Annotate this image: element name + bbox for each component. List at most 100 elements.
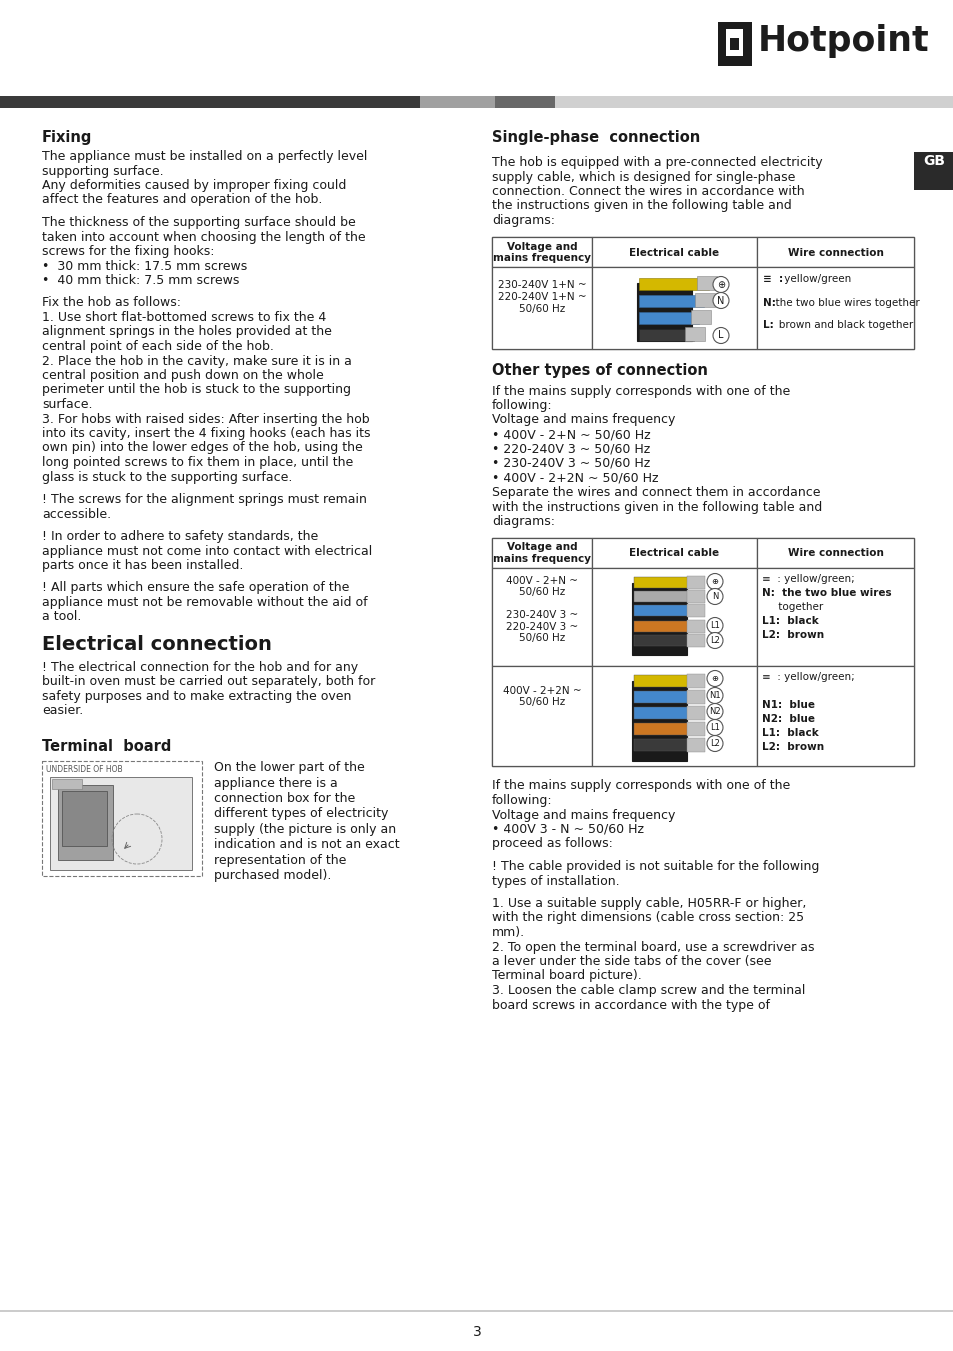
Bar [0,96,419,108]
Text: different types of electricity: different types of electricity [213,808,388,820]
Text: ⊕: ⊕ [711,674,718,684]
Bar [592,567,757,666]
Bar [62,790,107,846]
Bar [0,1310,953,1312]
Bar [686,705,704,720]
Text: N:: N: [762,297,775,308]
Text: supply (the picture is only an: supply (the picture is only an [213,823,395,836]
Text: 400V - 2+2N ~
50/60 Hz: 400V - 2+2N ~ 50/60 Hz [502,685,580,707]
Bar [492,567,592,666]
Circle shape [706,632,722,648]
Text: ! The screws for the alignment springs must remain: ! The screws for the alignment springs m… [42,493,367,507]
Bar [637,282,691,340]
Text: following:: following: [492,794,552,807]
Bar [757,666,913,766]
Bar [42,761,202,875]
Bar [686,738,704,751]
Bar [492,538,913,766]
Text: taken into account when choosing the length of the: taken into account when choosing the len… [42,231,365,243]
Bar [639,328,693,340]
Text: types of installation.: types of installation. [492,874,619,888]
Text: together: together [761,601,822,612]
Text: 3: 3 [472,1325,481,1339]
Text: 400V - 2+N ~
50/60 Hz

230-240V 3 ~
220-240V 3 ~
50/60 Hz: 400V - 2+N ~ 50/60 Hz 230-240V 3 ~ 220-2… [505,576,578,643]
Text: The appliance must be installed on a perfectly level: The appliance must be installed on a per… [42,150,367,163]
Text: Terminal  board: Terminal board [42,739,172,754]
Text: N1:  blue: N1: blue [761,700,814,709]
Text: with the right dimensions (cable cross section: 25: with the right dimensions (cable cross s… [492,912,803,924]
Text: L1:  black: L1: black [761,727,818,738]
Text: Voltage and
mains frequency: Voltage and mains frequency [493,543,590,565]
Text: • 400V - 2+2N ~ 50/60 Hz: • 400V - 2+2N ~ 50/60 Hz [492,471,658,485]
Bar [492,538,592,567]
Text: The thickness of the supporting surface should be: The thickness of the supporting surface … [42,216,355,230]
Bar [639,312,699,323]
Bar [634,723,696,735]
Bar [631,681,686,761]
Text: ! In order to adhere to safety standards, the: ! In order to adhere to safety standards… [42,530,318,543]
Text: ⊕: ⊕ [717,280,724,289]
Text: Separate the wires and connect them in accordance: Separate the wires and connect them in a… [492,486,820,499]
Bar [695,293,714,307]
Text: easier.: easier. [42,704,83,717]
Text: central point of each side of the hob.: central point of each side of the hob. [42,340,274,353]
Text: ! The cable provided is not suitable for the following: ! The cable provided is not suitable for… [492,861,819,873]
Circle shape [706,704,722,720]
Text: glass is stuck to the supporting surface.: glass is stuck to the supporting surface… [42,470,292,484]
Text: appliance must not come into contact with electrical: appliance must not come into contact wit… [42,544,372,558]
Text: alignment springs in the holes provided at the: alignment springs in the holes provided … [42,326,332,339]
Bar [686,576,704,589]
Text: mm).: mm). [492,925,524,939]
Text: Electrical cable: Electrical cable [629,247,719,258]
Text: representation of the: representation of the [213,854,346,867]
Text: Any deformities caused by improper fixing could: Any deformities caused by improper fixin… [42,178,346,192]
Bar [729,38,739,50]
Bar [639,277,708,289]
Text: • 220-240V 3 ~ 50/60 Hz: • 220-240V 3 ~ 50/60 Hz [492,443,650,455]
Text: purchased model).: purchased model). [213,870,331,882]
Text: UNDERSIDE OF HOB: UNDERSIDE OF HOB [46,765,123,774]
Text: ≡  : yellow/green;: ≡ : yellow/green; [761,671,854,681]
Text: L2: L2 [709,636,720,644]
Text: Terminal board picture).: Terminal board picture). [492,970,641,982]
Text: 1. Use a suitable supply cable, H05RR-F or higher,: 1. Use a suitable supply cable, H05RR-F … [492,897,805,911]
Text: L1:  black: L1: black [761,616,818,626]
Text: N: N [717,296,724,305]
Text: Electrical cable: Electrical cable [629,549,719,558]
Text: N:  the two blue wires: N: the two blue wires [761,588,891,597]
Circle shape [706,670,722,686]
Text: with the instructions given in the following table and: with the instructions given in the follo… [492,500,821,513]
Text: Wire connection: Wire connection [787,247,882,258]
Text: The hob is equipped with a pre-connected electricity: The hob is equipped with a pre-connected… [492,155,821,169]
Bar [757,567,913,666]
Bar [592,236,757,266]
Text: • 400V 3 - N ~ 50/60 Hz: • 400V 3 - N ~ 50/60 Hz [492,823,643,836]
Text: L1: L1 [709,621,720,630]
Bar [592,266,757,349]
Text: L2:  brown: L2: brown [761,630,823,639]
Text: N2: N2 [708,707,720,716]
Text: connection. Connect the wires in accordance with: connection. Connect the wires in accorda… [492,185,803,199]
Bar [634,590,696,601]
Text: a tool.: a tool. [42,611,81,624]
Bar [634,707,696,719]
Text: the two blue wires together: the two blue wires together [768,297,919,308]
Bar [757,266,913,349]
Text: ! The electrical connection for the hob and for any: ! The electrical connection for the hob … [42,661,357,674]
Bar [492,236,592,266]
Text: perimeter until the hob is stuck to the supporting: perimeter until the hob is stuck to the … [42,384,351,396]
Bar [492,666,592,766]
Bar [686,689,704,704]
Circle shape [712,327,728,343]
Circle shape [706,735,722,751]
Text: 2. Place the hob in the cavity, make sure it is in a: 2. Place the hob in the cavity, make sur… [42,354,352,367]
Text: indication and is not an exact: indication and is not an exact [213,839,399,851]
Text: L:: L: [762,320,773,331]
Text: appliance must not be removable without the aid of: appliance must not be removable without … [42,596,367,609]
Text: board screws in accordance with the type of: board screws in accordance with the type… [492,998,769,1012]
Bar [634,674,696,686]
Bar [686,674,704,688]
Bar [684,327,704,340]
Text: appliance there is a: appliance there is a [213,777,337,789]
Text: brown and black together: brown and black together [768,320,912,331]
